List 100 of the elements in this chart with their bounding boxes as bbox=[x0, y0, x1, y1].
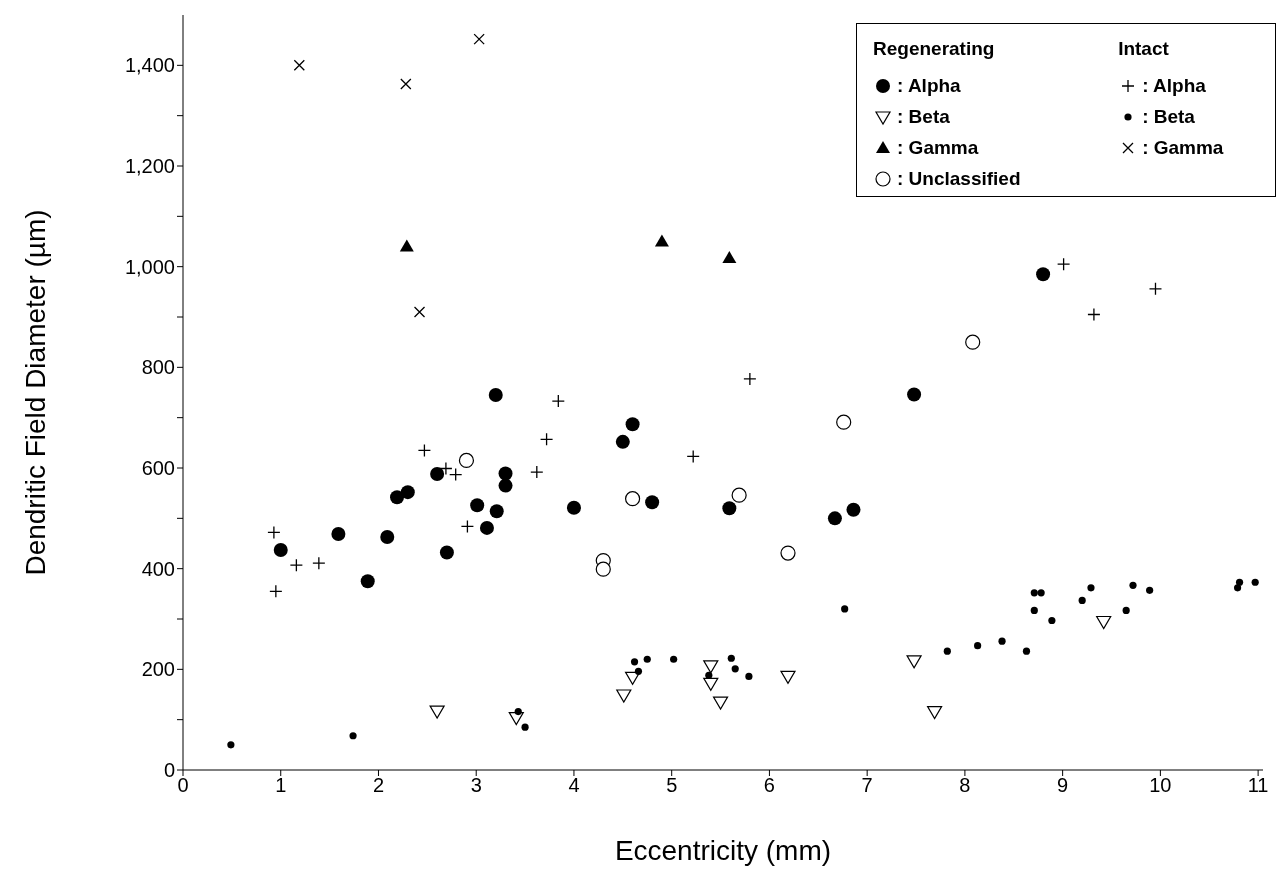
point bbox=[380, 529, 395, 544]
point bbox=[624, 491, 641, 507]
point bbox=[686, 449, 700, 464]
y-tick-label: 600 bbox=[141, 457, 175, 480]
point bbox=[780, 670, 796, 684]
point bbox=[1078, 596, 1086, 604]
point bbox=[1148, 282, 1163, 296]
point bbox=[1251, 578, 1259, 586]
y-axis-title: Dendritic Field Diameter (µm) bbox=[19, 209, 51, 576]
x-tick-label: 10 bbox=[1149, 774, 1172, 797]
point bbox=[634, 667, 643, 675]
point bbox=[498, 478, 513, 493]
x-tick-label: 5 bbox=[666, 774, 678, 797]
y-tick-label: 0 bbox=[163, 759, 175, 782]
point bbox=[906, 655, 922, 669]
point bbox=[514, 708, 522, 716]
point bbox=[460, 519, 475, 534]
point bbox=[630, 658, 639, 666]
point bbox=[1087, 584, 1095, 592]
point bbox=[731, 487, 747, 503]
point bbox=[965, 334, 981, 350]
point bbox=[331, 526, 346, 541]
point bbox=[836, 414, 852, 430]
point bbox=[1037, 589, 1045, 597]
x-tick-label: 8 bbox=[959, 774, 971, 797]
x-tick-label: 0 bbox=[177, 774, 189, 797]
point bbox=[349, 732, 357, 740]
point bbox=[705, 671, 713, 679]
y-tick-label: 200 bbox=[141, 658, 175, 681]
point bbox=[1056, 257, 1071, 271]
point bbox=[907, 387, 922, 402]
point bbox=[1030, 606, 1038, 615]
y-tick-label: 1,400 bbox=[124, 54, 175, 77]
point bbox=[595, 561, 611, 577]
point bbox=[479, 520, 494, 535]
point bbox=[1087, 307, 1101, 322]
x-tick-label: 9 bbox=[1057, 774, 1069, 797]
point bbox=[498, 466, 513, 481]
x-tick-label: 4 bbox=[568, 774, 580, 797]
point bbox=[974, 642, 982, 650]
point bbox=[430, 467, 445, 482]
x-tick-label: 3 bbox=[470, 774, 482, 797]
point bbox=[489, 504, 504, 519]
annotation: Regenerating bbox=[873, 38, 996, 61]
y-tick-label: 400 bbox=[141, 557, 175, 580]
legend-label: : Beta bbox=[897, 105, 950, 128]
point bbox=[439, 461, 453, 476]
point bbox=[654, 234, 669, 247]
x-tick-label: 1 bbox=[275, 774, 287, 797]
point bbox=[943, 647, 951, 655]
point bbox=[703, 660, 719, 674]
point bbox=[449, 467, 463, 482]
point bbox=[780, 545, 796, 561]
point bbox=[413, 306, 426, 318]
point bbox=[1235, 578, 1244, 586]
point bbox=[399, 239, 414, 252]
point bbox=[1030, 589, 1038, 597]
point bbox=[530, 465, 544, 479]
point bbox=[269, 584, 283, 598]
point bbox=[1022, 647, 1031, 655]
point bbox=[625, 417, 640, 432]
x-tick-label: 7 bbox=[861, 774, 873, 797]
x-tick-label: 11 bbox=[1247, 774, 1269, 797]
point bbox=[439, 545, 454, 560]
point bbox=[616, 689, 632, 703]
point bbox=[273, 543, 288, 558]
point bbox=[841, 605, 849, 613]
point bbox=[1146, 586, 1154, 594]
point bbox=[722, 501, 737, 516]
point bbox=[312, 556, 326, 570]
legend-label: : Gamma bbox=[897, 136, 979, 159]
point bbox=[429, 705, 445, 719]
point bbox=[1129, 581, 1137, 589]
x-axis-title: Eccentricity (mm) bbox=[614, 835, 832, 866]
point bbox=[293, 59, 305, 71]
point bbox=[267, 525, 281, 540]
point bbox=[400, 485, 415, 500]
point bbox=[743, 372, 757, 386]
point bbox=[551, 394, 565, 408]
point bbox=[927, 706, 943, 720]
point bbox=[458, 452, 475, 469]
point bbox=[643, 655, 651, 663]
annotation: Intact bbox=[1118, 38, 1170, 61]
legend-label: : Alpha bbox=[1142, 74, 1206, 97]
point bbox=[1122, 606, 1130, 615]
point bbox=[417, 443, 432, 458]
point bbox=[1048, 616, 1056, 625]
point bbox=[670, 655, 678, 663]
point bbox=[521, 723, 529, 731]
point bbox=[703, 677, 719, 692]
point bbox=[400, 78, 412, 90]
point bbox=[745, 672, 753, 680]
legend-label: : Alpha bbox=[897, 74, 961, 97]
point bbox=[566, 500, 581, 515]
legend-label: : Gamma bbox=[1142, 136, 1224, 159]
point bbox=[390, 490, 405, 505]
x-tick-label: 2 bbox=[372, 774, 385, 797]
x-tick-label: 6 bbox=[763, 774, 775, 797]
point bbox=[1096, 615, 1112, 630]
point bbox=[289, 558, 304, 572]
